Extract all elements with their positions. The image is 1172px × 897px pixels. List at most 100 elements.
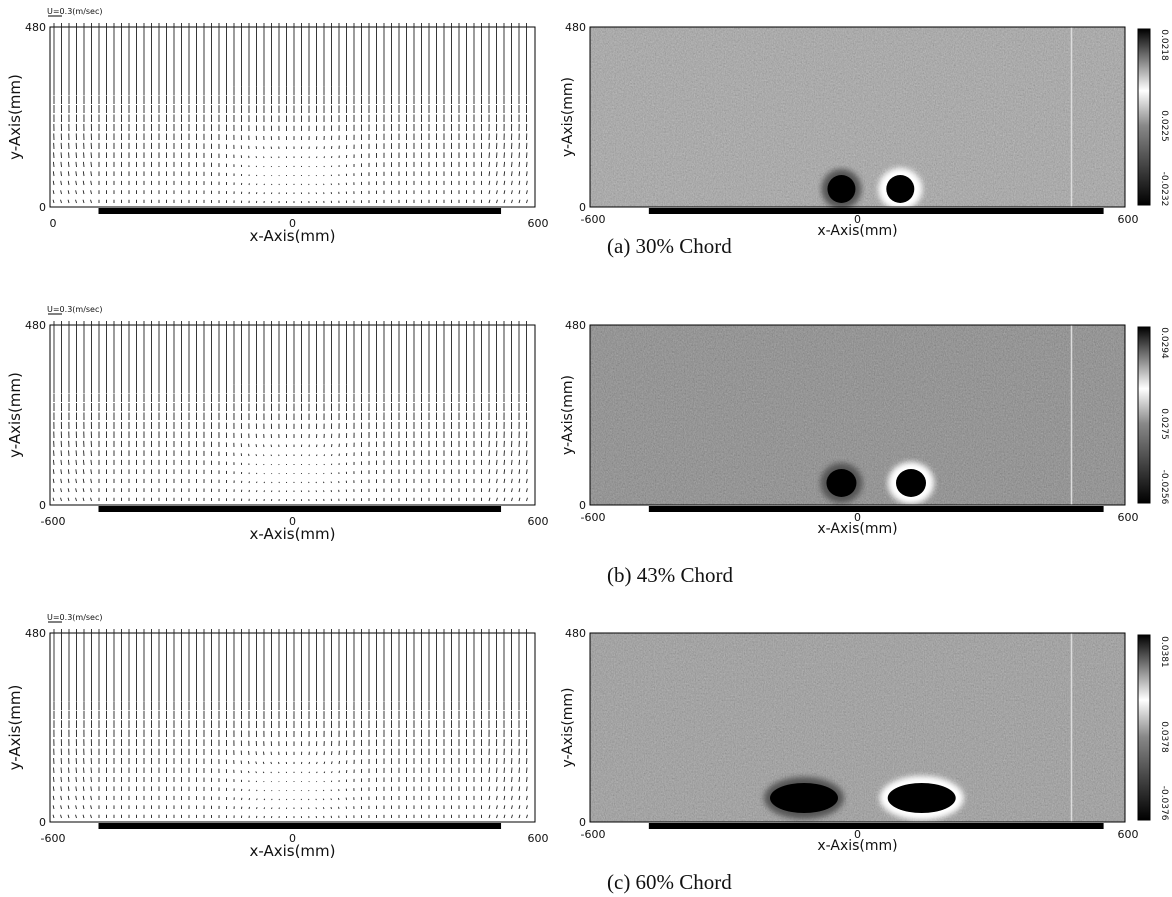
x-axis-label: x-Axis(mm) (817, 521, 897, 537)
plot-frame (50, 27, 535, 207)
contour-plot: 0.02180.0225-0.02324800-6000600x-Axis(mm… (560, 21, 1169, 239)
x-axis-label: x-Axis(mm) (249, 842, 335, 860)
y-axis-label: y-Axis(mm) (560, 77, 576, 157)
vector (61, 777, 62, 782)
y-tick-label: 480 (25, 319, 46, 332)
vector (53, 777, 54, 782)
y-tick-label: 480 (25, 627, 46, 640)
vector (527, 162, 528, 167)
vector (512, 162, 513, 167)
vector (83, 777, 84, 782)
x-tick-label: 600 (528, 832, 549, 845)
vector (263, 752, 264, 755)
vector (271, 762, 272, 764)
vortex-core (888, 783, 956, 813)
colorbar-label: 0.0381 (1159, 636, 1169, 668)
colorbar-label: -0.0232 (1159, 172, 1169, 207)
y-axis-label: y-Axis(mm) (6, 685, 24, 771)
plot-frame (50, 633, 535, 822)
vector (91, 777, 92, 782)
colorbar-label: 0.0275 (1159, 408, 1169, 440)
vector (489, 460, 490, 465)
vector-plot: U=0.3(m/sec)4800-6000600x-Axis(mm)y-Axis… (6, 305, 549, 543)
colorbar-label: 0.0378 (1159, 721, 1169, 753)
vector (76, 777, 77, 782)
plate-bar (99, 506, 502, 512)
vector (519, 777, 520, 782)
x-tick-label: 600 (528, 217, 549, 230)
vector (324, 751, 325, 755)
x-tick-label: -600 (581, 828, 606, 841)
plate-bar (99, 823, 502, 829)
contour-plot: 0.02940.0275-0.02564800-6000600x-Axis(mm… (560, 319, 1169, 537)
colorbar (1138, 29, 1150, 205)
scale-label: U=0.3(m/sec) (47, 7, 103, 16)
x-tick-label: 600 (1118, 828, 1139, 841)
figure: U=0.3(m/sec)480000600x-Axis(mm)y-Axis(mm… (0, 0, 1172, 897)
x-tick-label: 0 (50, 217, 57, 230)
colorbar-label: -0.0376 (1159, 786, 1169, 821)
vector (527, 460, 528, 465)
vector (323, 482, 324, 483)
field-tint (590, 633, 1125, 822)
vector (91, 460, 92, 465)
vector (331, 807, 332, 809)
x-axis-label: x-Axis(mm) (817, 223, 897, 239)
vector (512, 777, 513, 782)
vector (264, 790, 265, 791)
vector (272, 482, 273, 483)
plate-bar (649, 823, 1104, 829)
vortex-core (827, 175, 855, 203)
vector (504, 777, 505, 782)
vector (61, 162, 62, 167)
vector (248, 761, 249, 764)
x-tick-label: -600 (41, 832, 66, 845)
vector (332, 771, 333, 773)
vector (332, 454, 333, 456)
vector (497, 162, 498, 167)
vector (257, 482, 258, 483)
vector (76, 162, 77, 167)
x-tick-label: 600 (528, 515, 549, 528)
vector (316, 799, 317, 800)
vector (497, 460, 498, 465)
plate-bar (649, 506, 1104, 512)
vector (83, 162, 84, 167)
vector (527, 777, 528, 782)
vector-plot: U=0.3(m/sec)480000600x-Axis(mm)y-Axis(mm… (6, 7, 549, 245)
contour-plot: 0.03810.0378-0.03764800-6000600x-Axis(mm… (560, 627, 1169, 854)
vortex-core (770, 783, 838, 813)
colorbar-label: 0.0294 (1159, 327, 1169, 359)
vector (316, 482, 317, 483)
vector (331, 790, 332, 791)
vector (272, 790, 273, 791)
vector (323, 790, 324, 791)
vector (504, 460, 505, 465)
vector (497, 777, 498, 782)
vector (331, 481, 332, 483)
vector (249, 807, 250, 809)
vector (272, 807, 273, 809)
y-tick-label: 0 (39, 816, 46, 829)
vector (53, 460, 54, 465)
plate-bar (99, 208, 502, 214)
vector (271, 455, 272, 456)
plate-bar (649, 208, 1104, 214)
vector (316, 807, 317, 809)
scale-label: U=0.3(m/sec) (47, 613, 103, 622)
y-axis-label: y-Axis(mm) (560, 687, 576, 767)
x-axis-label: x-Axis(mm) (249, 227, 335, 245)
x-tick-label: -600 (581, 213, 606, 226)
vector (504, 162, 505, 167)
x-axis-label: x-Axis(mm) (249, 525, 335, 543)
vector (68, 777, 69, 782)
scale-label: U=0.3(m/sec) (47, 305, 103, 314)
caption: (a) 30% Chord (607, 234, 732, 258)
vector (256, 454, 257, 456)
vector (338, 798, 339, 800)
vector (257, 807, 258, 809)
vector (317, 455, 318, 456)
colorbar-label: 0.0218 (1159, 29, 1169, 61)
caption: (b) 43% Chord (607, 563, 733, 587)
y-axis-label: y-Axis(mm) (560, 375, 576, 455)
